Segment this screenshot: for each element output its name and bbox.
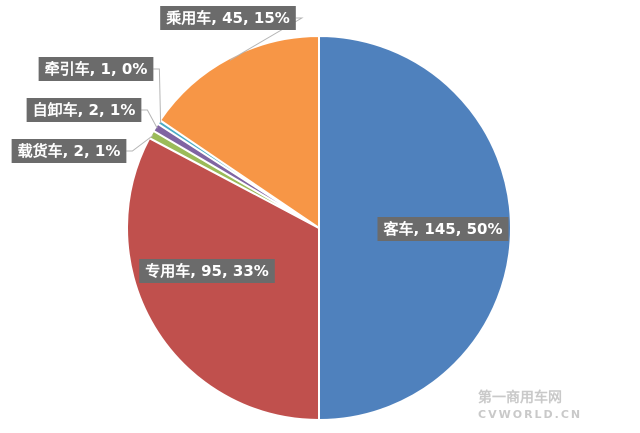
data-labels: 客车, 145, 50% 专用车, 95, 33% 载货车, 2, 1% 自卸车, 2… xyxy=(11,6,509,283)
watermark-logo-sub: CVWORLD.CN xyxy=(478,408,582,421)
leader-line-4 xyxy=(153,68,162,124)
data-label-box-1 xyxy=(139,259,275,283)
data-label-1: 专用车, 95, 33% xyxy=(145,262,269,280)
leader-line-5 xyxy=(229,17,304,61)
data-label-5: 乘用车, 45, 15% xyxy=(165,9,290,27)
data-label-box-2 xyxy=(11,139,127,163)
data-label-box-5 xyxy=(160,6,296,30)
pie-slices xyxy=(126,34,512,422)
watermark-logo: 第一商用车网 CVWORLD.CN xyxy=(478,389,582,421)
data-label-0: 客车, 145, 50% xyxy=(382,220,502,238)
data-label-box-3 xyxy=(26,98,142,122)
leader-line-2 xyxy=(126,134,154,152)
leader-line-3 xyxy=(141,109,158,129)
data-label-box-4 xyxy=(38,57,154,81)
data-label-3: 自卸车, 2, 1% xyxy=(33,101,136,119)
data-label-box-0 xyxy=(377,217,509,241)
watermark-logo-text: 第一商用车网 xyxy=(478,389,562,406)
leader-lines xyxy=(126,17,304,152)
pie-slice-5 xyxy=(158,34,320,230)
data-label-2: 载货车, 2, 1% xyxy=(18,142,121,160)
data-label-4: 牵引车, 1, 0% xyxy=(45,60,148,78)
